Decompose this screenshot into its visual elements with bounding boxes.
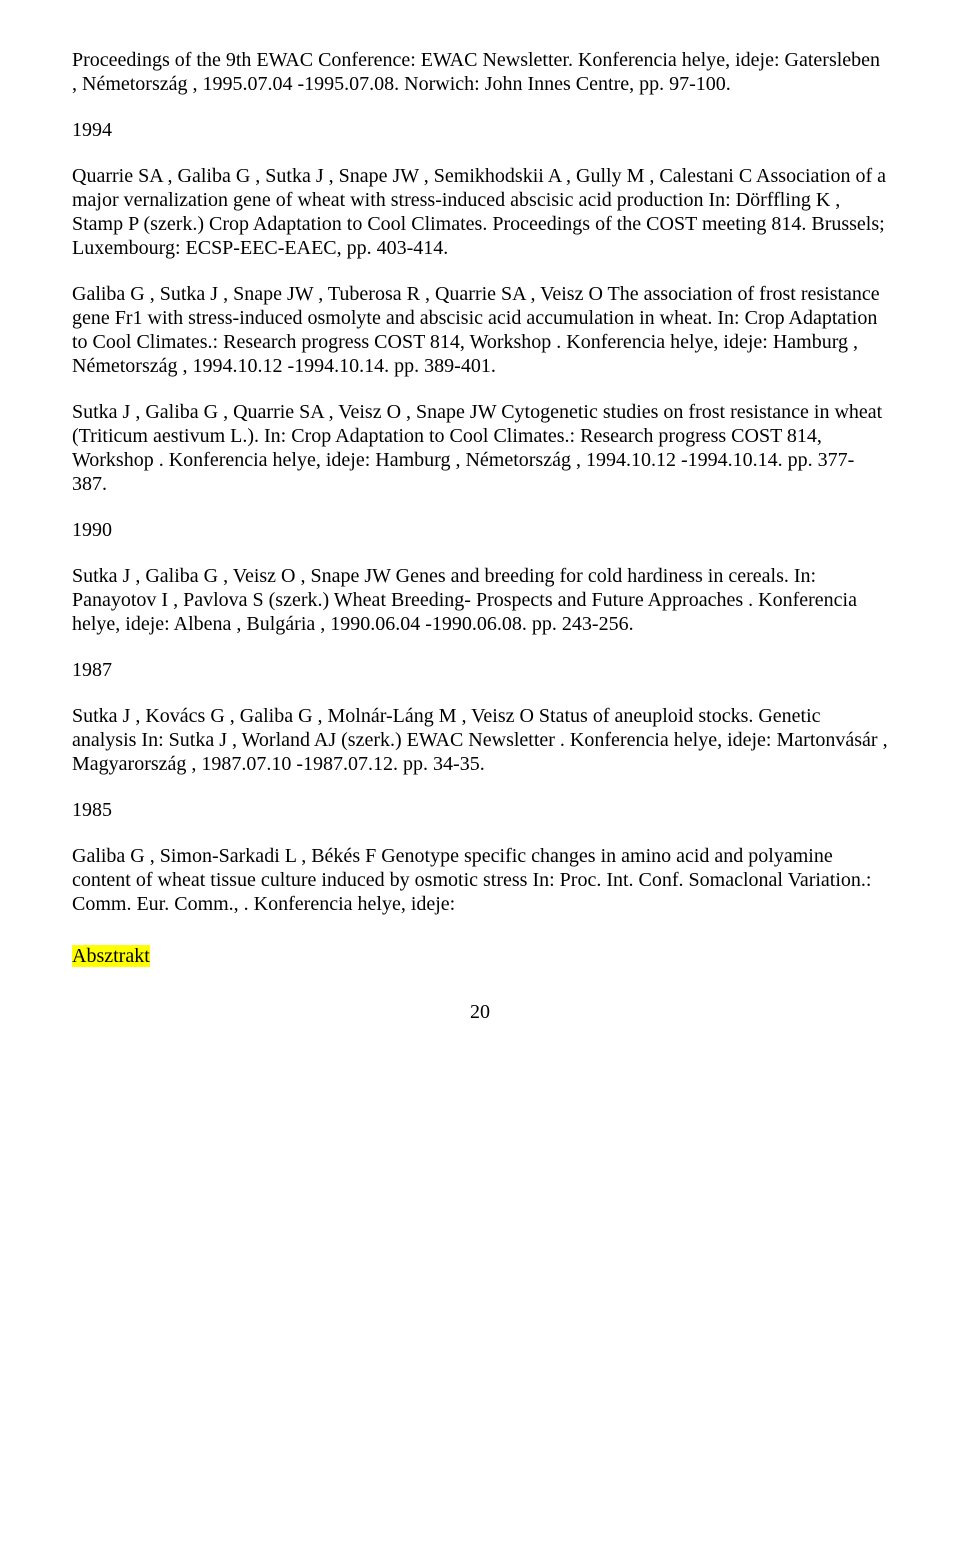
year-label: 1994 [72, 119, 112, 141]
bibliography-entry: Sutka J , Kovács G , Galiba G , Molnár-L… [72, 704, 888, 776]
entry-text: Galiba G , Simon-Sarkadi L , Békés F Gen… [72, 845, 871, 915]
entry-text: Sutka J , Kovács G , Galiba G , Molnár-L… [72, 705, 888, 775]
bibliography-entry: Galiba G , Simon-Sarkadi L , Békés F Gen… [72, 844, 888, 916]
bibliography-entry: Galiba G , Sutka J , Snape JW , Tuberosa… [72, 282, 888, 378]
year-heading-1994: 1994 [72, 118, 888, 142]
year-heading-1985: 1985 [72, 798, 888, 822]
entry-text: Quarrie SA , Galiba G , Sutka J , Snape … [72, 165, 886, 259]
year-label: 1990 [72, 519, 112, 541]
year-heading-1990: 1990 [72, 518, 888, 542]
page-number-value: 20 [470, 1001, 490, 1023]
section-heading-absztrakt: Absztrakt [72, 944, 888, 968]
highlighted-heading: Absztrakt [72, 945, 150, 967]
year-heading-1987: 1987 [72, 658, 888, 682]
bibliography-entry: Quarrie SA , Galiba G , Sutka J , Snape … [72, 164, 888, 260]
page-number: 20 [72, 1000, 888, 1024]
entry-text: Sutka J , Galiba G , Quarrie SA , Veisz … [72, 401, 882, 495]
bibliography-entry-top: Proceedings of the 9th EWAC Conference: … [72, 48, 888, 96]
bibliography-entry: Sutka J , Galiba G , Veisz O , Snape JW … [72, 564, 888, 636]
entry-text: Sutka J , Galiba G , Veisz O , Snape JW … [72, 565, 857, 635]
entry-text: Proceedings of the 9th EWAC Conference: … [72, 49, 880, 95]
entry-text: Galiba G , Sutka J , Snape JW , Tuberosa… [72, 283, 880, 377]
year-label: 1987 [72, 659, 112, 681]
bibliography-entry: Sutka J , Galiba G , Quarrie SA , Veisz … [72, 400, 888, 496]
year-label: 1985 [72, 799, 112, 821]
